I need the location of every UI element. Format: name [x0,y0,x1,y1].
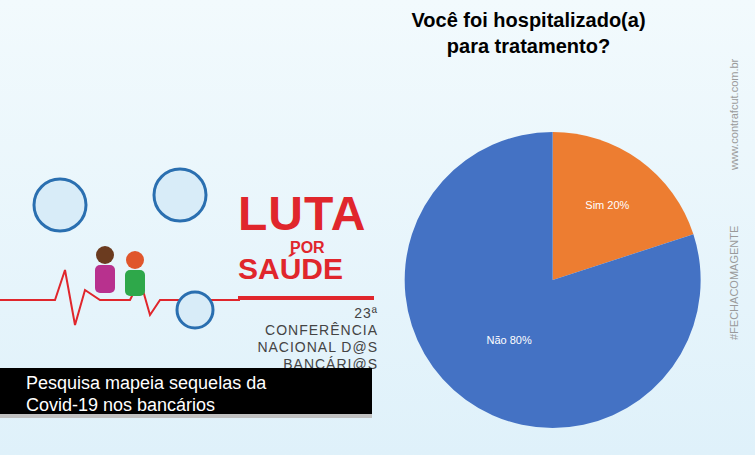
html-text:NACIONAL D@S: NACIONAL D@S [257,339,378,355]
html-text:Pesquisa mapeia sequelas da: Pesquisa mapeia sequelas da [26,373,267,393]
html-text:23ª CONFERÊNCIA: 23ª CONFERÊNCIA [265,305,378,338]
svg-text:Sim 20%: Sim 20% [585,199,629,211]
svg-text:Não 80%: Não 80% [486,334,531,346]
html-text:SAÚDE: SAÚDE [238,252,343,285]
html-text:BANCÁRI@S: BANCÁRI@S [283,356,378,372]
svg-text:Você foi hospitalizado(a)para: Você foi hospitalizado(a)para tratamento… [411,9,645,57]
html-text:Covid-19 nos bancários: Covid-19 nos bancários [26,395,216,415]
html-text:POR: POR [290,239,325,256]
html-text:LUTA: LUTA [238,187,367,240]
html-text:www.contrafcut.com.br: www.contrafcut.com.br [728,58,740,170]
html-text:#FECHACOMAGENTE: #FECHACOMAGENTE [728,225,740,340]
